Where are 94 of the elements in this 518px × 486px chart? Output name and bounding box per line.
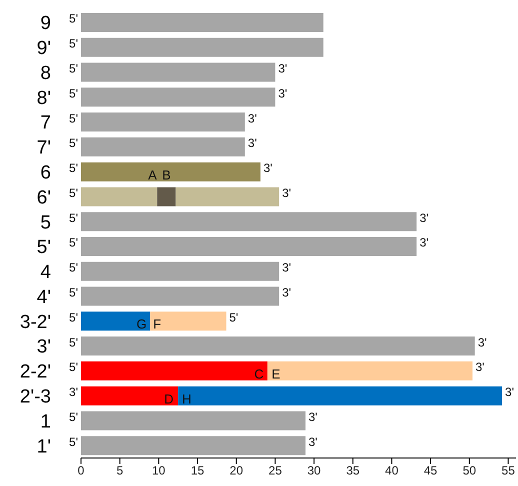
bar <box>81 262 280 281</box>
annotation: 5' <box>69 186 78 200</box>
annotation: 3' <box>282 186 292 200</box>
annotation: E <box>272 366 281 382</box>
y-tick-label: 5 <box>40 212 51 234</box>
y-tick-label: 4' <box>36 286 51 308</box>
bar <box>81 386 178 406</box>
annotation: 5' <box>69 161 78 176</box>
x-tick-label: 30 <box>307 464 322 478</box>
bar <box>176 187 280 206</box>
annotation: 3' <box>248 136 257 150</box>
bar <box>81 411 306 430</box>
annotation: 3' <box>278 86 288 100</box>
annotation: 3' <box>308 434 318 449</box>
bar <box>81 436 306 456</box>
x-tick-label: 0 <box>78 464 85 478</box>
y-tick-label: 9' <box>36 38 51 60</box>
y-tick-label: 6' <box>36 187 51 208</box>
y-tick-label: 8 <box>40 62 51 84</box>
bar <box>81 162 260 182</box>
annotation: 5' <box>229 310 238 324</box>
annotation: 3' <box>476 360 484 374</box>
y-tick-label: 7 <box>40 112 51 134</box>
y-tick-label: 1' <box>36 436 51 458</box>
y-tick-label: 3-2' <box>20 312 51 333</box>
y-tick-label: 4 <box>40 262 52 284</box>
x-tick-label: 55 <box>502 464 516 478</box>
bar <box>81 38 324 57</box>
annotation: 3' <box>263 161 272 176</box>
annotation: 3' <box>308 410 318 424</box>
annotation: G <box>136 316 147 332</box>
annotation: 5' <box>69 86 78 100</box>
annotation: 5' <box>69 210 78 225</box>
annotation: 3' <box>478 335 487 350</box>
annotation: 5' <box>69 310 78 324</box>
x-tick-label: 25 <box>268 464 282 478</box>
annotation: 5' <box>69 12 78 26</box>
x-tick-label: 50 <box>462 464 476 478</box>
annotation: 5' <box>69 36 78 51</box>
annotation: 3' <box>420 210 429 225</box>
x-tick-label: 45 <box>424 464 438 478</box>
bar <box>81 312 150 331</box>
bar <box>81 137 245 156</box>
x-tick-label: 35 <box>346 464 360 478</box>
annotation: 5' <box>69 236 78 250</box>
y-tick-label: 1 <box>40 411 51 432</box>
annotation: 3' <box>505 385 514 400</box>
y-tick-label: 9 <box>40 13 51 34</box>
x-tick-label: 20 <box>230 464 244 478</box>
annotation: 5' <box>69 360 78 374</box>
annotation: A <box>148 167 158 182</box>
annotation: B <box>162 167 171 182</box>
bar <box>81 88 276 107</box>
bar <box>178 386 502 406</box>
annotation: H <box>182 391 192 406</box>
bar <box>150 312 226 331</box>
bar <box>81 286 280 306</box>
bar <box>267 361 472 380</box>
annotation: 3' <box>282 285 292 300</box>
y-tick-label: 6 <box>40 162 51 184</box>
annotation: 5' <box>69 434 78 449</box>
x-tick-label: 5 <box>116 464 124 478</box>
annotation: 5' <box>69 111 78 126</box>
bar <box>81 336 475 356</box>
annotation: 3' <box>278 61 288 76</box>
x-tick-label: 15 <box>190 464 205 478</box>
y-tick-label: 8' <box>36 88 51 109</box>
annotation: 3' <box>248 111 257 126</box>
x-tick-label: 10 <box>152 464 166 478</box>
bar <box>81 236 417 256</box>
annotation: 5' <box>69 335 78 350</box>
annotation: 3' <box>69 385 78 400</box>
y-tick-label: 2'-3 <box>20 386 51 408</box>
annotation: D <box>164 391 174 406</box>
y-tick-label: 7' <box>36 138 51 159</box>
annotation: 5' <box>69 285 78 300</box>
bar <box>157 187 176 206</box>
bar <box>81 12 324 32</box>
annotation: 5' <box>69 61 78 76</box>
y-tick-label: 2-2' <box>20 362 51 383</box>
bar <box>81 361 268 380</box>
annotation: 3' <box>282 260 292 275</box>
x-tick-label: 40 <box>385 464 399 478</box>
y-tick-label: 5' <box>36 237 51 258</box>
bar <box>81 62 276 82</box>
annotation: C <box>254 366 264 382</box>
annotation: 5' <box>69 136 78 150</box>
annotation: 3' <box>420 236 429 250</box>
bar <box>81 112 245 132</box>
annotation: F <box>153 316 162 332</box>
y-tick-label: 3' <box>36 336 51 358</box>
bar <box>81 212 417 232</box>
annotation: 5' <box>69 260 78 275</box>
annotation: 5' <box>69 410 78 424</box>
